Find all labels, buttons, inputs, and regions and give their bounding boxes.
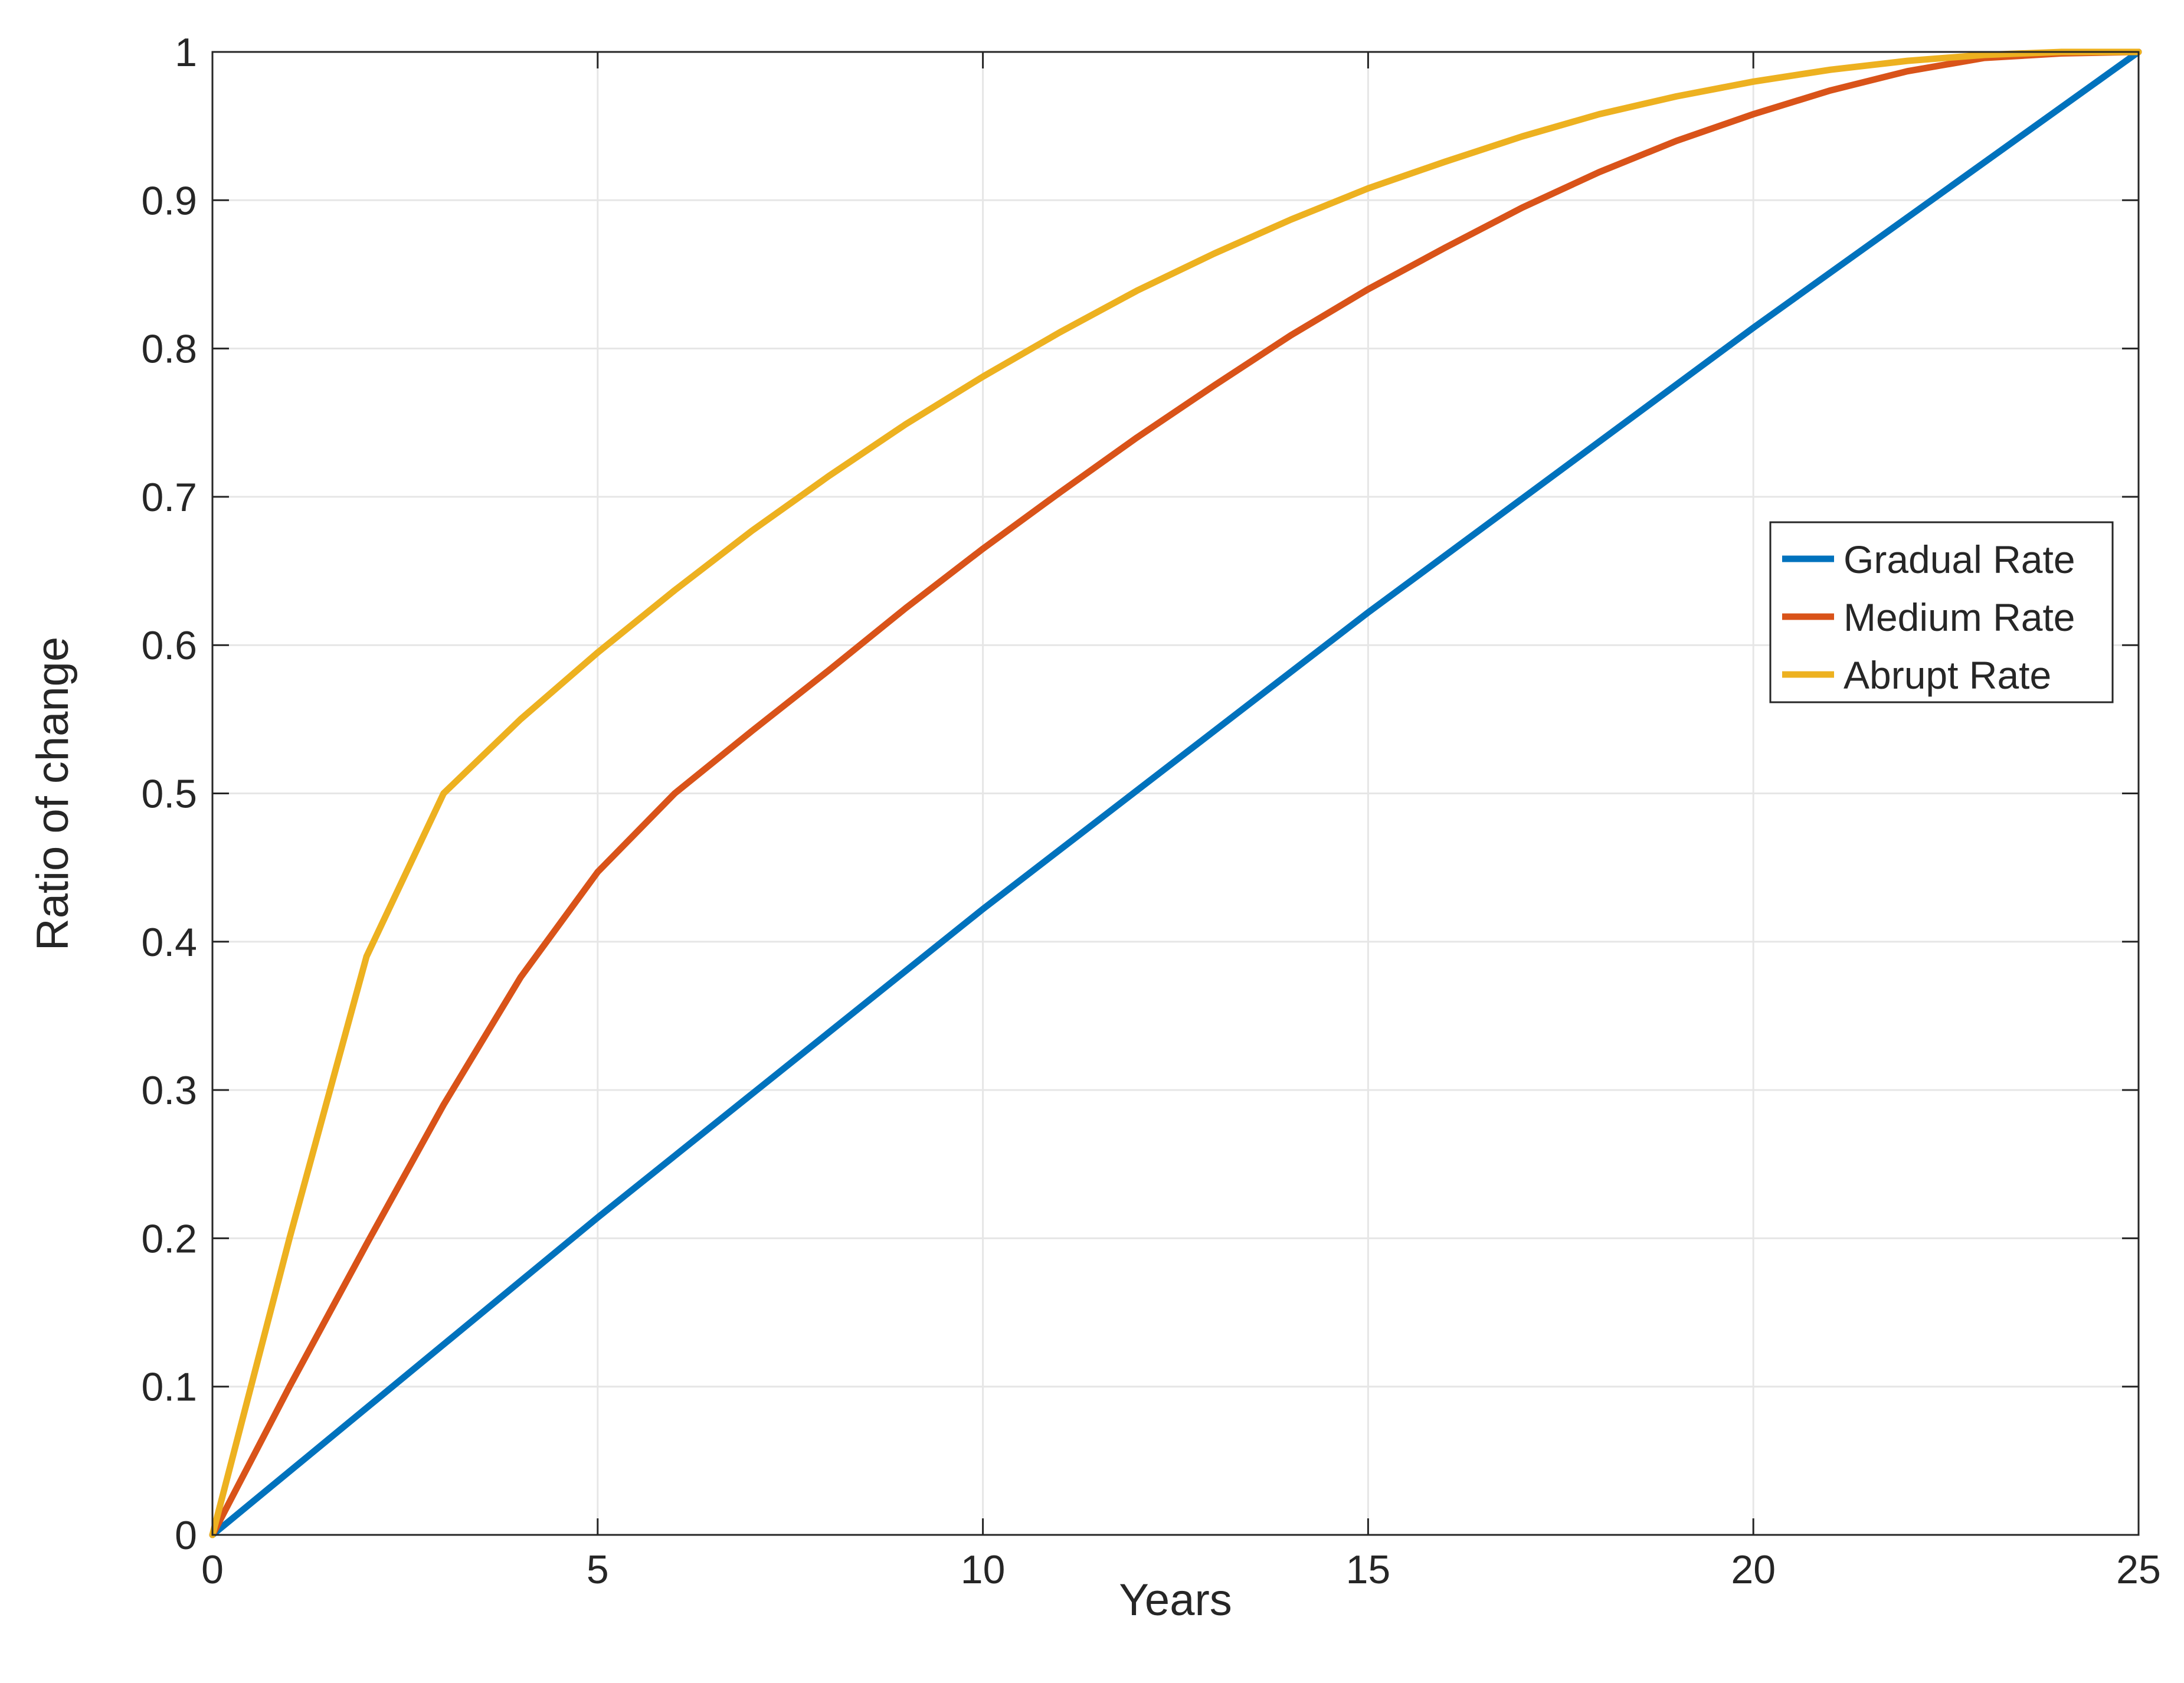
- grid: [212, 52, 2139, 1535]
- x-axis-label: Years: [1119, 1575, 1232, 1625]
- y-tick-label: 0.9: [141, 178, 197, 223]
- y-tick-label: 0.4: [141, 920, 197, 965]
- y-tick-label: 1: [175, 30, 197, 75]
- series-lines: [209, 48, 2142, 1538]
- x-tick-label: 20: [1731, 1547, 1776, 1592]
- y-tick-label: 0: [175, 1513, 197, 1558]
- x-tick-label: 5: [587, 1547, 609, 1592]
- series-line-medium-rate: [209, 48, 2142, 1538]
- series-line-abrupt-rate: [209, 48, 2142, 1538]
- series-line-gradual-rate: [209, 48, 2142, 1538]
- axis-ticks: 0 5 10 15 20 25 0 0.1 0.2 0.3 0.4 0.5 0.6 0.7 0.8 0.9 1: [141, 30, 2160, 1592]
- y-tick-label: 0.7: [141, 475, 197, 520]
- legend: Gradual Rate Medium Rate Abrupt Rate: [1769, 521, 2114, 703]
- y-axis-label: Ratio of change: [28, 637, 78, 951]
- x-tick-label: 25: [2116, 1547, 2161, 1592]
- y-tick-label: 0.6: [141, 623, 197, 668]
- legend-label-abrupt-rate: Abrupt Rate: [1844, 653, 2051, 697]
- y-tick-label: 0.2: [141, 1216, 197, 1261]
- y-tick-label: 0.3: [141, 1068, 197, 1113]
- x-tick-label: 15: [1346, 1547, 1391, 1592]
- y-tick-label: 0.5: [141, 772, 197, 817]
- x-tick-label: 0: [201, 1547, 224, 1592]
- y-tick-label: 0.1: [141, 1365, 197, 1410]
- legend-label-medium-rate: Medium Rate: [1844, 595, 2075, 639]
- x-tick-label: 10: [961, 1547, 1006, 1592]
- legend-label-gradual-rate: Gradual Rate: [1844, 538, 2075, 581]
- y-tick-label: 0.8: [141, 327, 197, 372]
